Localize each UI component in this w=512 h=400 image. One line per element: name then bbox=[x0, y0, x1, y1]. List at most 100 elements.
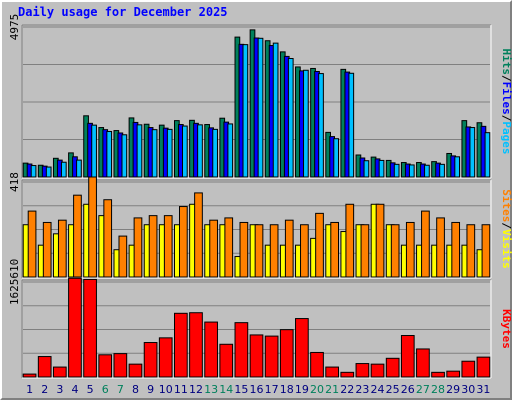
bar-visits-sites-sites-16 bbox=[254, 224, 264, 278]
x-tick-8: 8 bbox=[132, 383, 139, 396]
bar-visits-sites-sites-21 bbox=[330, 221, 339, 278]
x-tick-18: 18 bbox=[280, 383, 294, 396]
series-label-part-kbytes-0: KBytes bbox=[500, 309, 512, 349]
bar-kbytes-kbytes-26 bbox=[400, 335, 415, 378]
x-tick-15: 15 bbox=[234, 383, 248, 396]
bar-kbytes-kbytes-4 bbox=[68, 277, 82, 378]
bar-visits-sites-sites-24 bbox=[375, 203, 385, 278]
bar-hits-files-pages-pages-31 bbox=[484, 132, 491, 178]
bar-kbytes-kbytes-21 bbox=[325, 366, 339, 378]
x-tick-29: 29 bbox=[446, 383, 460, 396]
bar-hits-files-pages-pages-5 bbox=[91, 124, 97, 178]
bar-kbytes-kbytes-9 bbox=[143, 342, 158, 378]
series-label-part-hits-files-pages-4: Pages bbox=[500, 121, 512, 154]
bar-hits-files-pages-pages-8 bbox=[136, 124, 143, 178]
series-label-part-hits-files-pages-0: Hits bbox=[500, 49, 512, 76]
x-tick-1: 1 bbox=[26, 383, 33, 396]
bar-kbytes-kbytes-31 bbox=[476, 356, 491, 378]
bar-hits-files-pages-pages-29 bbox=[454, 156, 461, 178]
bar-kbytes-kbytes-1 bbox=[22, 373, 37, 378]
series-label-part-visits-sites-0: Sites bbox=[500, 189, 512, 222]
bar-visits-sites-sites-28 bbox=[436, 217, 445, 278]
x-tick-17: 17 bbox=[265, 383, 279, 396]
bar-visits-sites-sites-22 bbox=[345, 203, 355, 278]
bar-kbytes-kbytes-2 bbox=[37, 356, 52, 378]
bar-visits-sites-sites-2 bbox=[42, 221, 52, 278]
bar-hits-files-pages-pages-16 bbox=[257, 37, 264, 178]
bar-kbytes-kbytes-3 bbox=[52, 366, 67, 378]
bar-hits-files-pages-pages-11 bbox=[182, 125, 188, 178]
y-tick-kbytes: 1625610 bbox=[8, 259, 21, 305]
bar-visits-sites-sites-3 bbox=[57, 219, 67, 278]
bar-visits-sites-sites-27 bbox=[421, 210, 430, 278]
bar-hits-files-pages-pages-15 bbox=[242, 44, 249, 178]
bar-hits-files-pages-pages-2 bbox=[45, 166, 52, 178]
bar-visits-sites-sites-12 bbox=[194, 192, 203, 278]
series-label-part-visits-sites-1: / bbox=[500, 222, 512, 229]
bar-visits-sites-sites-15 bbox=[239, 221, 249, 278]
bar-kbytes-kbytes-23 bbox=[355, 363, 370, 378]
bar-hits-files-pages-pages-9 bbox=[151, 129, 158, 178]
bar-hits-files-pages-pages-7 bbox=[121, 134, 128, 178]
bar-visits-sites-sites-11 bbox=[179, 206, 188, 278]
bar-hits-files-pages-pages-13 bbox=[212, 128, 218, 178]
bar-kbytes-kbytes-11 bbox=[174, 312, 188, 378]
bar-hits-files-pages-pages-20 bbox=[318, 73, 324, 178]
bar-hits-files-pages-pages-27 bbox=[424, 164, 430, 178]
x-tick-19: 19 bbox=[295, 383, 309, 396]
series-label-part-hits-files-pages-2: Files bbox=[500, 82, 512, 115]
bar-kbytes-kbytes-20 bbox=[310, 351, 324, 378]
x-tick-3: 3 bbox=[56, 383, 63, 396]
chart-title: Daily usage for December 2025 bbox=[18, 5, 228, 19]
bar-hits-files-pages-pages-10 bbox=[166, 128, 173, 178]
bar-kbytes-kbytes-17 bbox=[264, 335, 279, 378]
bar-hits-files-pages-pages-4 bbox=[76, 159, 82, 178]
bar-hits-files-pages-pages-30 bbox=[469, 127, 476, 178]
bar-hits-files-pages-pages-12 bbox=[197, 124, 203, 178]
bar-kbytes-kbytes-8 bbox=[128, 363, 143, 378]
x-tick-30: 30 bbox=[461, 383, 475, 396]
bar-hits-files-pages-pages-22 bbox=[348, 72, 355, 178]
bar-hits-files-pages-pages-14 bbox=[227, 123, 234, 178]
x-tick-6: 6 bbox=[102, 383, 109, 396]
x-tick-16: 16 bbox=[250, 383, 264, 396]
bar-hits-files-pages-pages-18 bbox=[287, 58, 294, 178]
bar-visits-sites-sites-18 bbox=[284, 219, 294, 278]
bar-kbytes-kbytes-27 bbox=[416, 348, 430, 378]
bar-visits-sites-sites-23 bbox=[360, 224, 370, 278]
bar-visits-sites-sites-5 bbox=[88, 176, 97, 278]
x-tick-13: 13 bbox=[204, 383, 218, 396]
bar-hits-files-pages-pages-25 bbox=[393, 163, 400, 178]
bar-kbytes-kbytes-13 bbox=[204, 321, 218, 378]
series-label-part-hits-files-pages-3: / bbox=[500, 115, 512, 122]
bar-kbytes-kbytes-7 bbox=[113, 353, 128, 378]
x-tick-24: 24 bbox=[371, 383, 385, 396]
bar-hits-files-pages-pages-19 bbox=[303, 69, 309, 178]
bar-visits-sites-sites-26 bbox=[405, 221, 415, 278]
bar-visits-sites-sites-7 bbox=[118, 235, 128, 278]
bar-visits-sites-sites-19 bbox=[300, 224, 309, 278]
series-label-visits-sites: Sites/Visits bbox=[500, 189, 512, 269]
bar-kbytes-kbytes-19 bbox=[295, 318, 309, 378]
bar-hits-files-pages-pages-24 bbox=[378, 159, 385, 178]
bar-visits-sites-sites-20 bbox=[315, 212, 324, 278]
x-tick-4: 4 bbox=[71, 383, 78, 396]
bar-kbytes-kbytes-29 bbox=[446, 370, 461, 378]
series-label-part-visits-sites-2: Visits bbox=[500, 229, 512, 269]
bar-kbytes-kbytes-16 bbox=[249, 334, 264, 378]
bar-kbytes-kbytes-24 bbox=[370, 363, 385, 378]
bar-hits-files-pages-pages-28 bbox=[439, 163, 445, 178]
x-tick-25: 25 bbox=[386, 383, 400, 396]
bar-kbytes-kbytes-18 bbox=[279, 329, 294, 378]
x-tick-7: 7 bbox=[117, 383, 124, 396]
bar-kbytes-kbytes-10 bbox=[158, 337, 173, 378]
bar-kbytes-kbytes-15 bbox=[234, 322, 249, 378]
bar-visits-sites-sites-13 bbox=[209, 219, 218, 278]
series-label-hits-files-pages: Hits/Files/Pages bbox=[500, 49, 512, 155]
bar-hits-files-pages-pages-6 bbox=[106, 130, 113, 178]
bar-visits-sites-sites-31 bbox=[481, 224, 491, 278]
x-tick-14: 14 bbox=[219, 383, 233, 396]
x-tick-10: 10 bbox=[159, 383, 173, 396]
bar-hits-files-pages-pages-26 bbox=[408, 164, 415, 178]
bar-kbytes-kbytes-22 bbox=[340, 371, 355, 378]
